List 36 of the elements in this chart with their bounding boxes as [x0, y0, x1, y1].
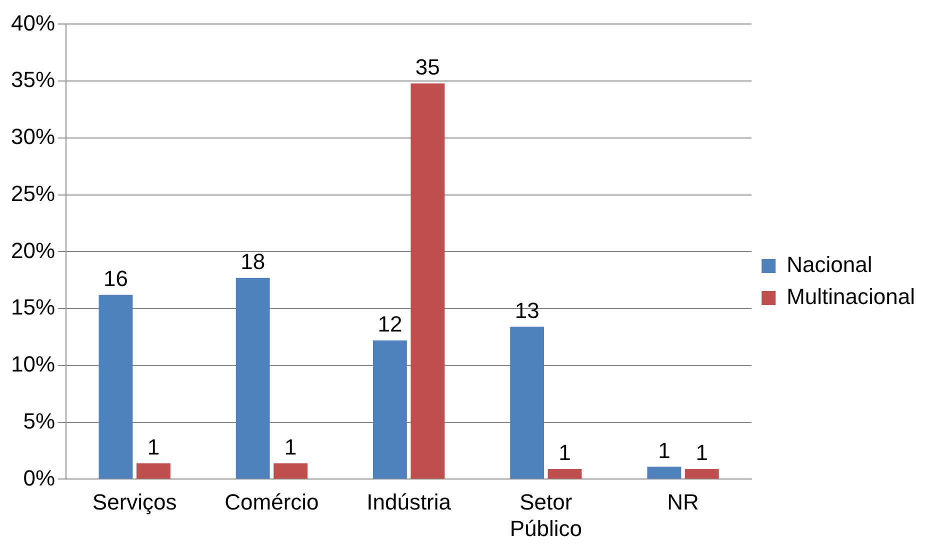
bar [548, 468, 582, 479]
x-tick-label: Indústria [366, 489, 452, 514]
y-tick-label: 5% [23, 408, 56, 434]
data-label: 1 [696, 440, 708, 466]
bar [274, 463, 308, 479]
data-label: 1 [147, 434, 160, 460]
x-tick-label: Setor Público [510, 489, 582, 541]
y-tick-label: 0% [23, 465, 56, 490]
data-label: 1 [284, 434, 297, 460]
data-label: 13 [514, 298, 540, 323]
data-label: 35 [415, 54, 440, 80]
y-tick-label: 15% [10, 294, 56, 320]
x-tick-label: Comércio [224, 489, 319, 514]
y-tick-label: 10% [10, 352, 56, 377]
bar [684, 468, 719, 479]
bar [372, 340, 407, 479]
y-tick-label: 25% [10, 180, 56, 206]
y-tick-label: 35% [10, 67, 56, 92]
data-label: 16 [103, 266, 128, 291]
bar [647, 466, 682, 479]
x-tick-label: NR [667, 489, 699, 514]
legend-label: Multinacional [786, 284, 916, 310]
bar [136, 463, 170, 479]
bar [236, 278, 270, 479]
data-label: 1 [558, 440, 571, 466]
data-label: 12 [378, 311, 402, 336]
y-tick-label: 40% [10, 10, 56, 36]
bar [510, 326, 544, 479]
x-tick-label: Serviços [92, 489, 177, 514]
legend-label: Nacional [786, 252, 872, 278]
data-label: 1 [658, 438, 670, 463]
bar [410, 83, 445, 479]
bar [98, 294, 133, 479]
y-tick-label: 20% [10, 238, 56, 263]
y-tick-label: 30% [10, 124, 56, 150]
data-label: 18 [240, 248, 266, 274]
